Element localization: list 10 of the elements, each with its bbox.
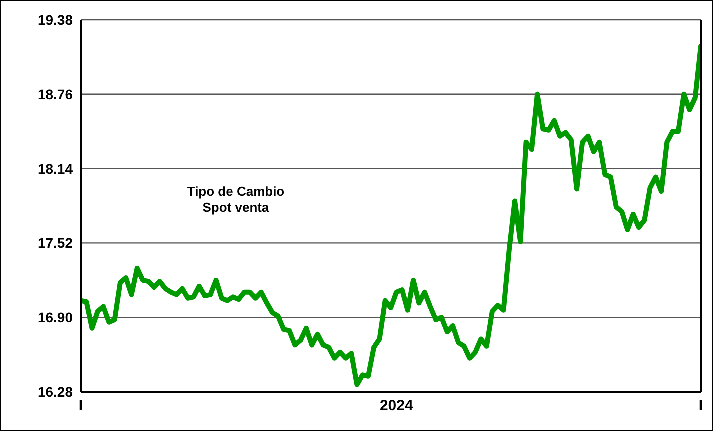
y-tick-label: 18.76 [38,86,74,102]
y-tick-label: 19.38 [38,12,74,28]
y-tick-label: 18.14 [38,160,74,177]
annotation: Tipo de Cambio Spot venta [186,184,286,216]
y-tick-label: 17.52 [38,235,74,252]
x-tick-label: 2024 [380,398,414,415]
y-tick-label: 16.28 [38,384,74,400]
x-tick-label: I [78,398,84,415]
y-tick-label: 16.90 [38,310,74,326]
x-tick-label: I [698,398,704,415]
